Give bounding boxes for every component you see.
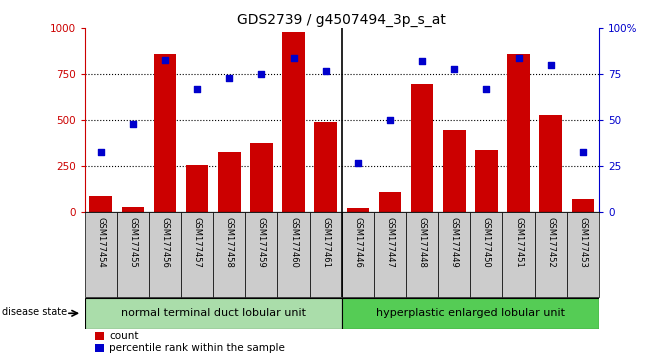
Point [514,55,524,61]
Point [449,66,460,72]
Text: normal terminal duct lobular unit: normal terminal duct lobular unit [120,308,306,318]
Bar [346,208,369,212]
Bar [507,54,530,212]
Bar [89,196,112,212]
FancyBboxPatch shape [438,212,471,297]
Text: GSM177455: GSM177455 [128,217,137,267]
Text: GSM177460: GSM177460 [289,217,298,268]
Text: GSM177457: GSM177457 [193,217,202,268]
Bar [154,54,176,212]
Point [224,75,234,81]
Point [320,68,331,74]
Text: GSM177447: GSM177447 [385,217,395,268]
Text: GSM177458: GSM177458 [225,217,234,268]
Bar [186,165,208,212]
Text: disease state: disease state [2,307,67,317]
Text: GSM177446: GSM177446 [353,217,363,268]
Point [353,160,363,166]
Text: count: count [109,331,139,341]
Text: GSM177448: GSM177448 [418,217,426,268]
Text: GSM177454: GSM177454 [96,217,105,267]
Point [546,62,556,68]
FancyBboxPatch shape [342,212,374,297]
FancyBboxPatch shape [149,212,181,297]
Text: GSM177452: GSM177452 [546,217,555,267]
FancyBboxPatch shape [374,212,406,297]
Bar [540,115,562,212]
FancyBboxPatch shape [181,212,214,297]
Bar [122,207,144,212]
Point [385,118,395,123]
FancyBboxPatch shape [342,298,599,329]
Point [417,59,427,64]
FancyBboxPatch shape [567,212,599,297]
Point [128,121,138,127]
Bar [95,332,104,339]
FancyBboxPatch shape [534,212,567,297]
Bar [379,192,401,212]
Text: hyperplastic enlarged lobular unit: hyperplastic enlarged lobular unit [376,308,565,318]
Text: GSM177461: GSM177461 [321,217,330,268]
Text: GSM177456: GSM177456 [161,217,169,268]
Bar [218,152,240,212]
Title: GDS2739 / g4507494_3p_s_at: GDS2739 / g4507494_3p_s_at [238,13,446,27]
Point [159,57,170,62]
FancyBboxPatch shape [214,212,245,297]
Bar [443,130,465,212]
FancyBboxPatch shape [471,212,503,297]
Bar [475,150,497,212]
Bar [314,122,337,212]
Text: percentile rank within the sample: percentile rank within the sample [109,343,285,353]
FancyBboxPatch shape [406,212,438,297]
Point [288,55,299,61]
Point [192,86,202,92]
Bar [572,199,594,212]
FancyBboxPatch shape [277,212,310,297]
Bar [411,84,434,212]
Bar [283,32,305,212]
FancyBboxPatch shape [117,212,149,297]
Text: GSM177450: GSM177450 [482,217,491,267]
FancyBboxPatch shape [503,212,534,297]
Point [577,149,588,154]
FancyBboxPatch shape [310,212,342,297]
Text: GSM177451: GSM177451 [514,217,523,267]
Bar [250,143,273,212]
Text: GSM177459: GSM177459 [257,217,266,267]
Point [96,149,106,154]
Text: GSM177449: GSM177449 [450,217,459,267]
FancyBboxPatch shape [85,298,342,329]
Bar [95,344,104,352]
Point [256,72,267,77]
Point [481,86,492,92]
FancyBboxPatch shape [85,212,117,297]
Text: GSM177453: GSM177453 [578,217,587,268]
FancyBboxPatch shape [245,212,277,297]
